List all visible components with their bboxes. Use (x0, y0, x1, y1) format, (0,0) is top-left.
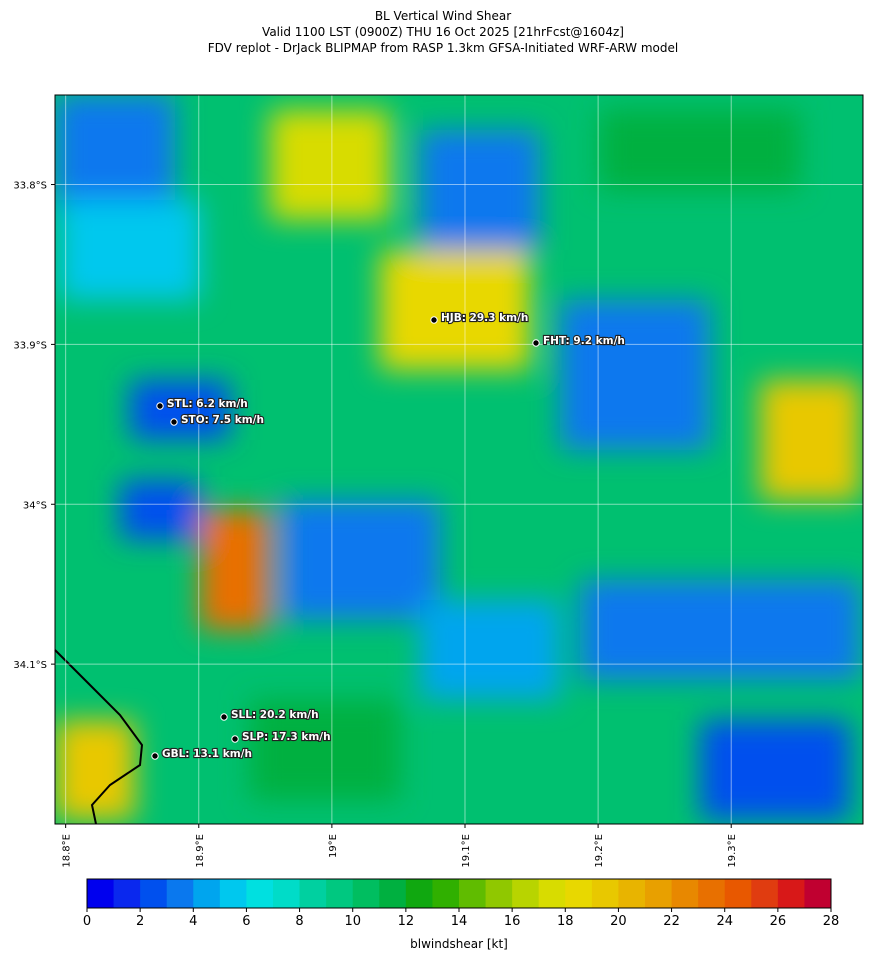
colorbar-swatch (538, 879, 566, 908)
colorbar-swatch (352, 879, 380, 908)
colorbar-swatch (326, 879, 354, 908)
colorbar-swatch (459, 879, 487, 908)
colorbar-tick-label: 4 (189, 914, 197, 929)
colorbar-tick-label: 12 (398, 914, 415, 929)
coastline (54, 649, 144, 825)
colorbar-swatch (751, 879, 779, 908)
station-label: FHT: 9.2 km/h (543, 335, 625, 347)
station-marker (430, 316, 438, 324)
title-line: Valid 1100 LST (0900Z) THU 16 Oct 2025 [… (262, 25, 624, 39)
colorbar-swatch (804, 879, 832, 908)
colorbar-tick-label: 20 (610, 914, 627, 929)
title-line: FDV replot - DrJack BLIPMAP from RASP 1.… (208, 41, 678, 55)
colorbar-swatch (698, 879, 726, 908)
colorbar-swatch (140, 879, 168, 908)
lon-tick-label: 19°E (328, 834, 339, 858)
lat-tick-label: 33.9°S (13, 340, 47, 351)
colorbar-swatch (219, 879, 247, 908)
title-line: BL Vertical Wind Shear (375, 9, 511, 23)
colorbar-tick-label: 10 (344, 914, 361, 929)
lon-tick-label: 19.1°E (461, 834, 472, 868)
map-frame (54, 94, 864, 825)
station-marker (151, 752, 159, 760)
colorbar: 0 2 4 6 8 10 12 14 16 18 20 22 24 26 28 (83, 878, 840, 929)
stations: HJB: 29.3 km/h FHT: 9.2 km/h STL: 6.2 km/h… (151, 311, 626, 761)
colorbar-tick-label: 8 (295, 914, 303, 929)
colorbar-label: blwindshear [kt] (410, 937, 508, 951)
colorbar-tick-label: 2 (136, 914, 144, 929)
station-label: GBL: 13.1 km/h (162, 748, 252, 760)
colorbar-swatch (724, 879, 752, 908)
station-marker (170, 418, 178, 426)
station-label: STO: 7.5 km/h (181, 414, 264, 426)
lat-tick-label: 34.1°S (13, 660, 47, 671)
colorbar-tick-label: 26 (770, 914, 787, 929)
colorbar-swatch (432, 879, 460, 908)
station-label: SLP: 17.3 km/h (242, 731, 331, 743)
colorbar-swatch (645, 879, 673, 908)
graticule: 33.8°S 33.9°S 34°S 34.1°S 18.8°E 18.9°E 19°E 19… (13, 95, 863, 868)
colorbar-swatch (777, 879, 805, 908)
colorbar-swatch (87, 879, 115, 908)
lon-tick-label: 18.8°E (62, 834, 73, 868)
lon-tick-label: 19.3°E (727, 834, 738, 868)
map-field (55, 95, 863, 824)
colorbar-swatch (299, 879, 327, 908)
colorbar-swatch (113, 879, 141, 908)
colorbar-tick-label: 24 (716, 914, 733, 929)
colorbar-swatch (166, 879, 194, 908)
lat-tick-label: 34°S (23, 500, 47, 511)
station-marker (156, 402, 164, 410)
colorbar-swatch (246, 879, 274, 908)
colorbar-swatch (379, 879, 407, 908)
station-label: HJB: 29.3 km/h (441, 312, 528, 324)
station-label: SLL: 20.2 km/h (231, 709, 319, 721)
station-marker (220, 713, 228, 721)
colorbar-swatch (273, 879, 301, 908)
lon-tick-label: 19.2°E (594, 834, 605, 868)
lon-tick-label: 18.9°E (195, 834, 206, 868)
colorbar-swatch (565, 879, 593, 908)
colorbar-swatch (193, 879, 221, 908)
lat-tick-label: 33.8°S (13, 181, 47, 192)
colorbar-tick-label: 6 (242, 914, 250, 929)
colorbar-swatch (405, 879, 433, 908)
colorbar-tick-label: 0 (83, 914, 91, 929)
colorbar-tick-label: 22 (663, 914, 680, 929)
colorbar-tick-label: 16 (504, 914, 521, 929)
colorbar-tick-label: 28 (823, 914, 840, 929)
station-label: STL: 6.2 km/h (167, 398, 248, 410)
colorbar-swatch (671, 879, 699, 908)
colorbar-swatch (591, 879, 619, 908)
colorbar-tick-label: 14 (451, 914, 468, 929)
colorbar-swatch (618, 879, 646, 908)
station-marker (231, 735, 239, 743)
colorbar-tick-label: 18 (557, 914, 574, 929)
colorbar-swatch (485, 879, 513, 908)
station-marker (532, 339, 540, 347)
colorbar-swatch (512, 879, 540, 908)
